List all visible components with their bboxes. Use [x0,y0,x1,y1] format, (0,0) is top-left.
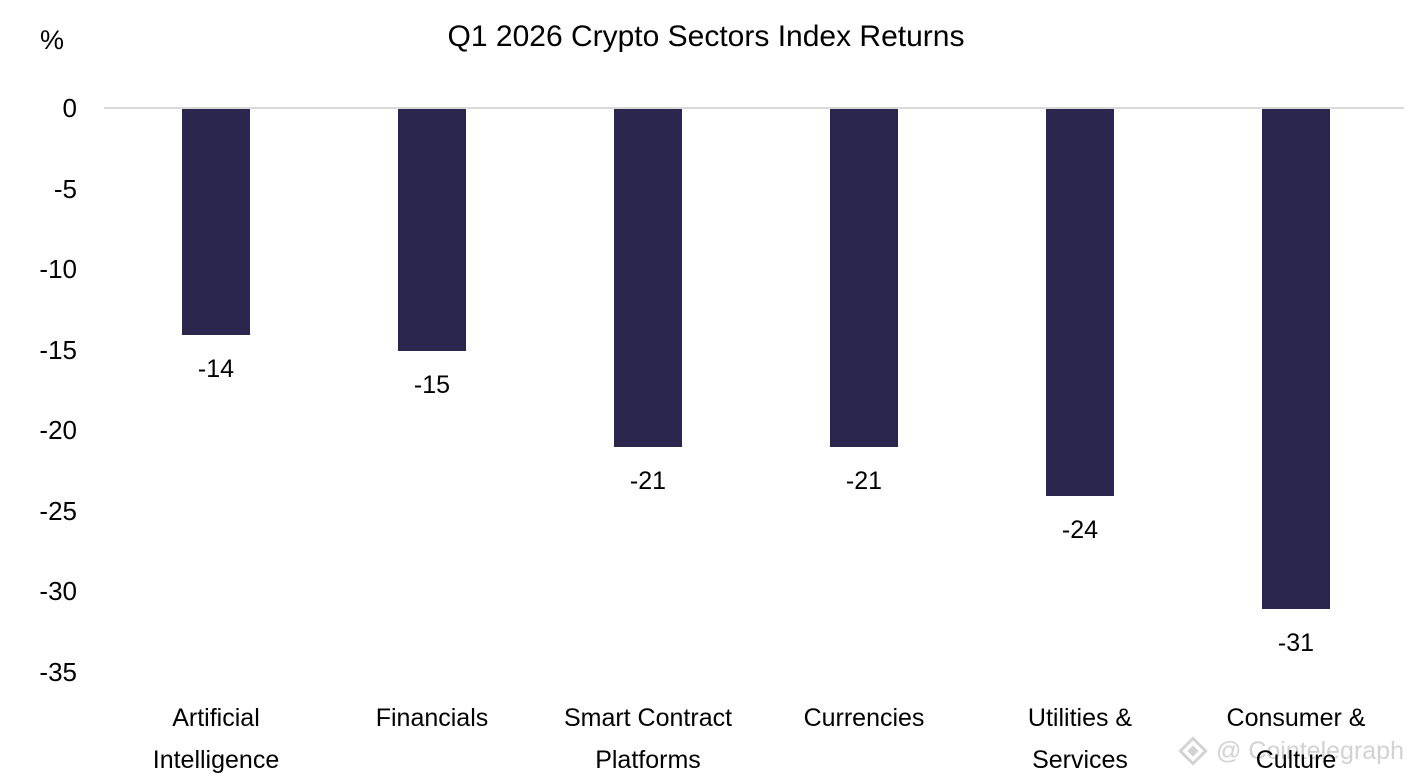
category-label-line: Artificial [172,704,260,732]
watermark: @ Cointelegraph [1178,736,1404,766]
y-tick-label: -20 [39,415,77,446]
category-label-line: Intelligence [152,746,280,774]
chart-title: Q1 2026 Crypto Sectors Index Returns [447,20,965,53]
cointelegraph-logo-icon [1178,736,1208,766]
category-label: Artificial Intelligence [108,697,324,781]
y-tick-label: -30 [39,576,77,607]
y-tick-label: -35 [39,657,77,687]
category-label: Utilities & Services [972,697,1188,781]
bar-value-label: -21 [629,467,667,495]
bar-value-label: -24 [1061,516,1099,544]
category-label-line: Financials [375,704,489,732]
category-label: Currencies [756,697,972,739]
y-tick-label: -10 [39,254,77,285]
bar-value-label: -15 [413,371,451,399]
category-label: Consumer & Culture [1188,697,1404,781]
bar-value-label: -14 [197,355,235,383]
category-label-line: Services [1032,746,1128,774]
y-tick-label: -15 [39,334,77,365]
bar-value-label: -31 [1277,629,1315,657]
category-label-line: Currencies [803,704,925,732]
category-label-line: Consumer & [1226,704,1366,732]
category-label-line: Utilities & [1027,704,1133,732]
y-tick-label: -5 [53,173,77,204]
bar [830,109,898,447]
y-axis-unit-label: % [40,25,65,55]
bar [1046,109,1114,496]
bar [182,109,250,335]
zero-axis-line [104,107,1404,109]
category-label: Smart Contract Platforms [540,697,756,781]
category-label-line: Smart Contract [563,704,733,732]
watermark-text: @ Cointelegraph [1216,736,1404,765]
bar [398,109,466,351]
bar [1262,109,1330,609]
category-label: Financials [324,697,540,739]
y-tick-label: -25 [39,495,77,526]
category-label-line: Culture [1255,746,1337,774]
bar [614,109,682,447]
y-tick-label: 0 [62,93,77,123]
bar-value-label: -21 [845,467,883,495]
category-label-line: Platforms [595,746,701,774]
